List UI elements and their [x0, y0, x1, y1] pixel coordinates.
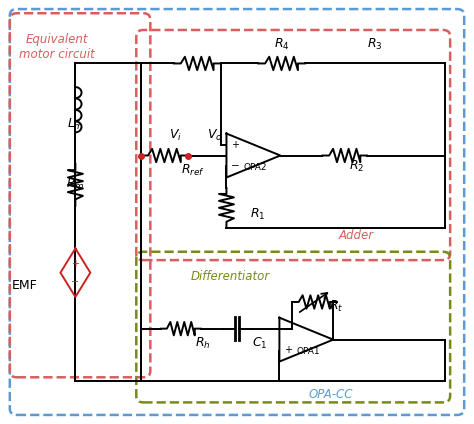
Text: Adder: Adder	[339, 229, 374, 242]
Text: Differentiator: Differentiator	[191, 271, 270, 283]
Text: $R_{ref}$: $R_{ref}$	[181, 163, 204, 178]
Text: $R_h$: $R_h$	[195, 336, 210, 351]
Text: +: +	[284, 345, 292, 355]
Text: OPA2: OPA2	[244, 163, 267, 172]
Text: $R_t$: $R_t$	[329, 298, 344, 314]
Text: $R_3$: $R_3$	[367, 37, 383, 52]
Text: −: −	[230, 161, 239, 170]
Text: $V_o$: $V_o$	[207, 128, 222, 143]
Text: +: +	[231, 140, 239, 151]
Text: −: −	[71, 277, 80, 287]
Text: Equivalent
motor circuit: Equivalent motor circuit	[19, 33, 94, 61]
Text: −: −	[283, 324, 292, 335]
Text: OPA1: OPA1	[297, 347, 320, 357]
Text: +: +	[72, 259, 79, 269]
Text: $V_i$: $V_i$	[169, 128, 182, 143]
Text: OPA-CC: OPA-CC	[309, 388, 353, 401]
Text: $C_1$: $C_1$	[252, 336, 267, 351]
Text: $R_1$: $R_1$	[250, 206, 266, 222]
Text: $R_m$: $R_m$	[66, 177, 85, 192]
Text: EMF: EMF	[12, 279, 38, 292]
Text: $R_2$: $R_2$	[349, 159, 364, 173]
Text: $L_m$: $L_m$	[67, 117, 84, 132]
Text: $R_4$: $R_4$	[273, 37, 289, 52]
